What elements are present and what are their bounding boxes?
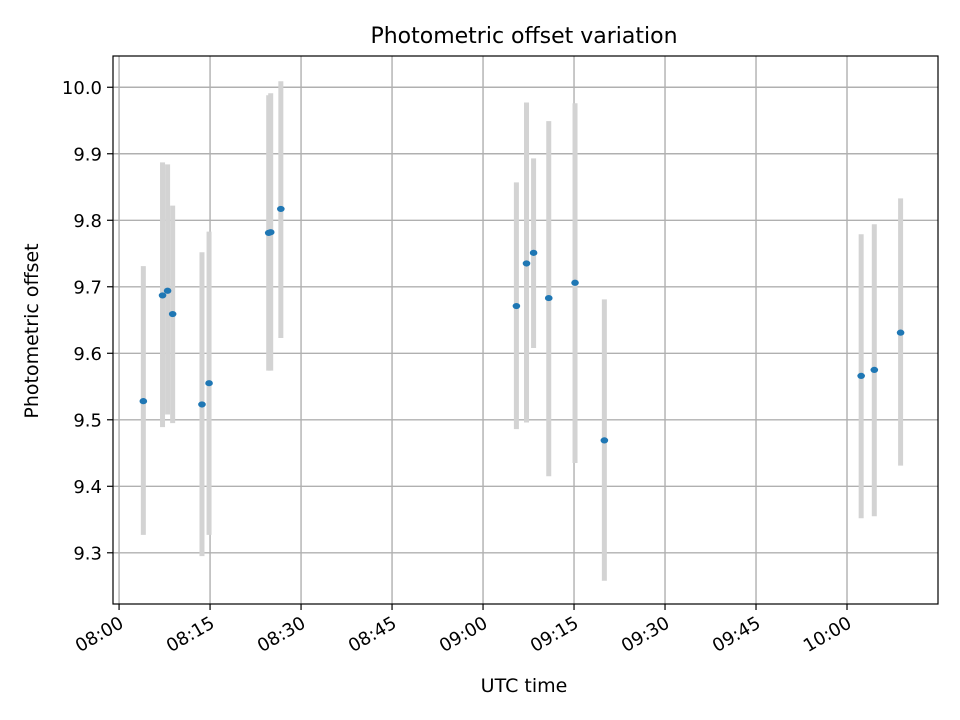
plot-frame xyxy=(112,55,939,605)
data-point xyxy=(277,205,285,213)
data-points xyxy=(139,205,905,444)
data-point xyxy=(896,329,905,336)
data-point xyxy=(522,260,531,267)
y-tick-label: 9.8 xyxy=(73,211,102,232)
y-tick-label: 9.7 xyxy=(73,277,102,298)
y-tick-label: 10.0 xyxy=(62,78,102,99)
data-point xyxy=(870,366,879,374)
data-point xyxy=(571,279,579,286)
y-tick-label: 9.3 xyxy=(73,543,102,564)
data-point xyxy=(168,310,177,318)
data-point xyxy=(600,437,609,444)
data-point xyxy=(512,302,521,310)
data-point xyxy=(857,372,865,379)
y-axis-ticks: 9.3 9.4 9.5 9.6 9.7 9.8 9.9 10.0 xyxy=(62,78,113,564)
y-axis-title: Photometric offset xyxy=(21,243,43,418)
data-point xyxy=(139,398,148,405)
data-point xyxy=(266,229,275,236)
y-tick-label: 9.9 xyxy=(73,144,102,165)
data-point xyxy=(198,401,206,408)
data-point xyxy=(529,249,538,256)
chart-title: Photometric offset variation xyxy=(370,24,677,49)
data-point xyxy=(158,292,167,299)
data-point xyxy=(544,294,553,302)
y-tick-label: 9.6 xyxy=(73,344,102,365)
data-point xyxy=(163,287,172,294)
y-tick-label: 9.5 xyxy=(73,410,102,431)
y-tick-label: 9.4 xyxy=(73,477,102,498)
data-point xyxy=(205,380,213,387)
x-axis-title: UTC time xyxy=(481,675,568,697)
